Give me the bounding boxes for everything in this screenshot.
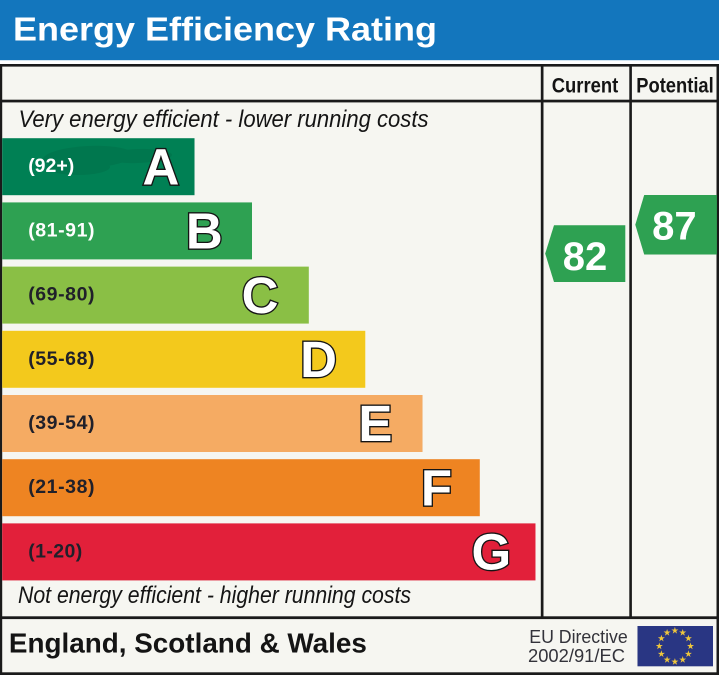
svg-text:E: E: [358, 395, 392, 452]
svg-text:(81-91): (81-91): [28, 219, 94, 241]
svg-text:(1-20): (1-20): [28, 540, 82, 562]
svg-text:B: B: [186, 203, 223, 260]
svg-text:D: D: [300, 331, 337, 388]
svg-text:2002/91/EC: 2002/91/EC: [528, 646, 625, 666]
svg-text:Not energy efficient - higher: Not energy efficient - higher running co…: [18, 582, 411, 609]
svg-text:82: 82: [563, 235, 608, 279]
svg-text:87: 87: [652, 205, 697, 249]
svg-text:F: F: [421, 459, 452, 516]
svg-text:(55-68): (55-68): [28, 348, 94, 370]
svg-text:(69-80): (69-80): [28, 284, 94, 306]
svg-text:Energy Efficiency Rating: Energy Efficiency Rating: [13, 12, 437, 49]
svg-text:C: C: [242, 267, 279, 324]
svg-text:(92+): (92+): [28, 155, 74, 177]
svg-text:(21-38): (21-38): [28, 476, 94, 498]
svg-text:Very energy efficient - lower: Very energy efficient - lower running co…: [19, 106, 429, 133]
svg-text:Potential: Potential: [636, 74, 714, 97]
svg-text:(39-54): (39-54): [28, 412, 94, 434]
svg-text:A: A: [142, 138, 179, 195]
svg-text:G: G: [471, 524, 511, 581]
svg-text:England, Scotland & Wales: England, Scotland & Wales: [9, 628, 367, 659]
svg-text:EU Directive: EU Directive: [529, 627, 628, 647]
svg-text:Current: Current: [552, 74, 619, 97]
